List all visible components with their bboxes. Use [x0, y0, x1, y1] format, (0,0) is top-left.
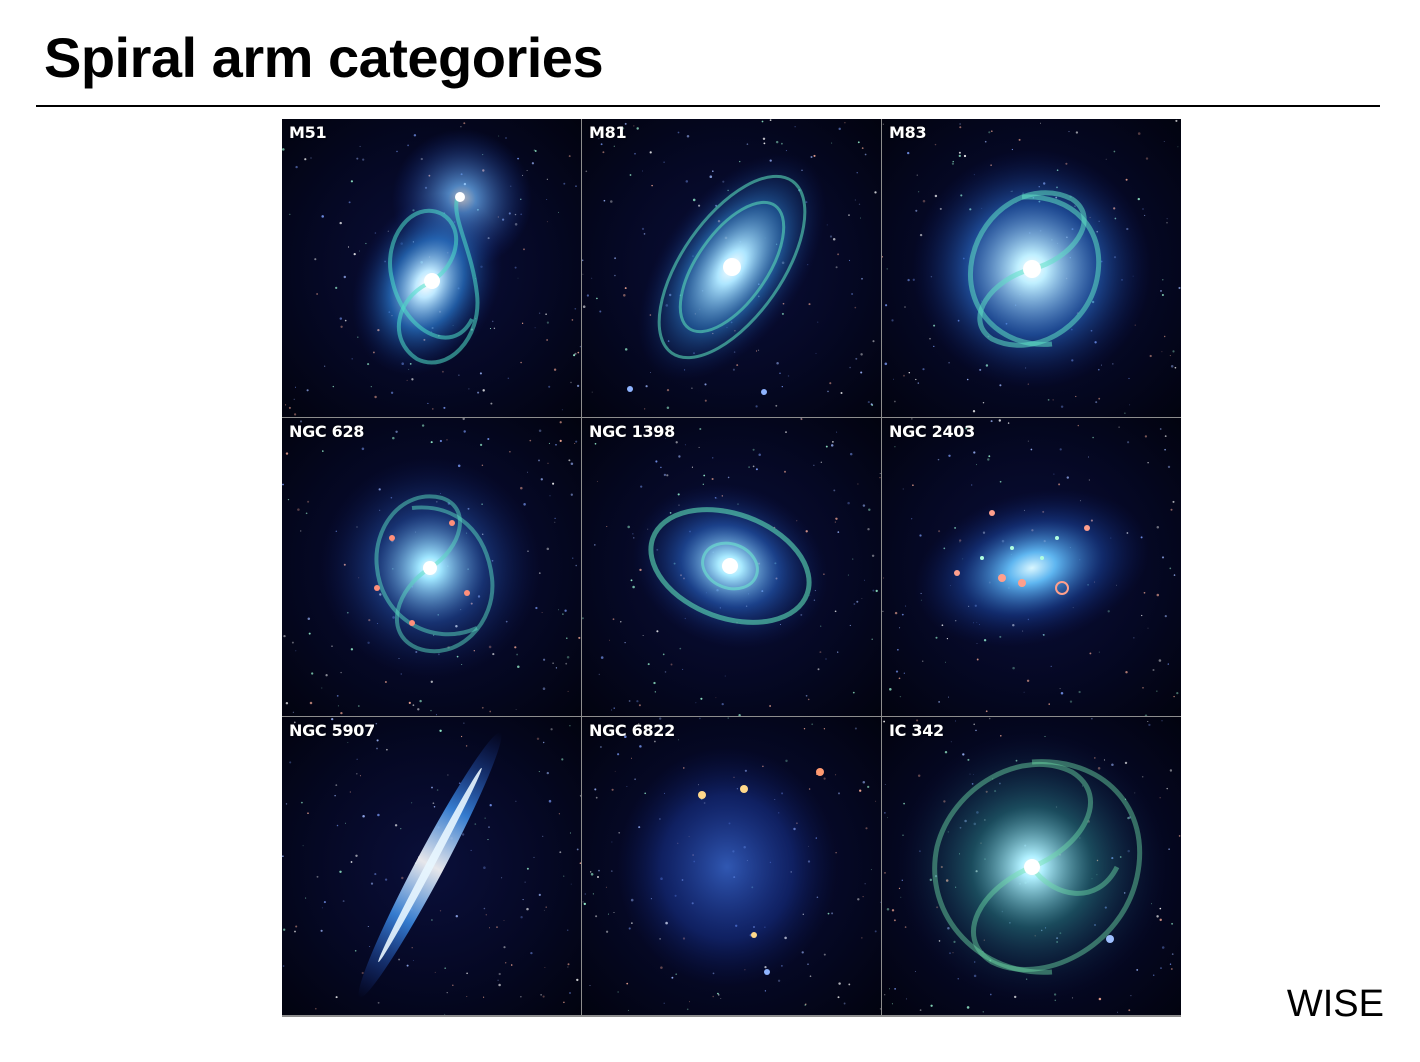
- galaxy-image-grid: M51 M81: [282, 119, 1181, 1017]
- galaxy-label: NGC 628: [289, 422, 365, 441]
- galaxy-panel-ngc-6822: NGC 6822: [582, 717, 881, 1015]
- galaxy-image: [582, 418, 881, 716]
- galaxy-label: NGC 1398: [589, 422, 675, 441]
- galaxy-panel-m83: M83: [882, 119, 1181, 417]
- slide-title: Spiral arm categories: [44, 26, 604, 89]
- galaxy-image: [282, 418, 581, 716]
- galaxy-label: NGC 6822: [589, 721, 675, 740]
- image-credit: WISE: [1286, 983, 1384, 1025]
- galaxy-panel-ngc-5907: NGC 5907: [282, 717, 581, 1015]
- galaxy-image: [582, 119, 877, 410]
- galaxy-panel-ic-342: IC 342: [882, 717, 1181, 1015]
- galaxy-label: NGC 5907: [289, 721, 375, 740]
- galaxy-image: [282, 717, 581, 1015]
- galaxy-image: [282, 122, 581, 416]
- galaxy-panel-ngc-1398: NGC 1398: [582, 418, 881, 716]
- title-divider: [36, 105, 1380, 107]
- galaxy-label: M51: [289, 123, 327, 142]
- galaxy-panel-ngc-628: NGC 628: [282, 418, 581, 716]
- galaxy-panel-ngc-2403: NGC 2403: [882, 418, 1181, 716]
- galaxy-label: NGC 2403: [889, 422, 975, 441]
- galaxy-panel-m81: M81: [582, 119, 881, 417]
- galaxy-label: M81: [589, 123, 627, 142]
- galaxy-image: [883, 717, 1181, 1013]
- galaxy-image: [882, 119, 1181, 414]
- background-stars: [282, 717, 581, 1015]
- galaxy-label: IC 342: [889, 721, 944, 740]
- galaxy-panel-m51: M51: [282, 119, 581, 417]
- galaxy-label: M83: [889, 123, 927, 142]
- galaxy-image: [582, 717, 881, 1011]
- galaxy-image: [882, 418, 1179, 716]
